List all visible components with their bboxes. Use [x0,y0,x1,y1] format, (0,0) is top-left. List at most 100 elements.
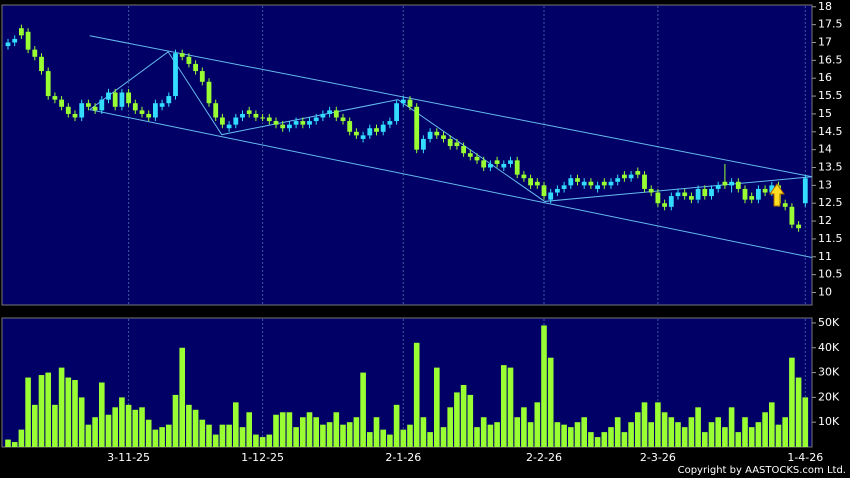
volume-bar [105,414,112,447]
x-tick-label: 2-2-26 [526,451,562,464]
volume-bar [588,432,594,447]
volume-bar [802,397,809,447]
volume-bar [212,434,219,447]
volume-bar [219,424,226,447]
volume-bar [735,432,742,447]
y-tick-label: 12 [818,214,832,227]
volume-bar [380,429,386,447]
candle-body [260,117,265,119]
volume-bar [460,384,467,447]
volume-bar [367,432,373,447]
y-tick-label: 11.5 [818,232,843,245]
volume-bar [614,417,621,447]
volume-bar [668,417,675,447]
candle-body [675,192,681,197]
candle-body [367,128,373,136]
volume-bar [313,417,319,447]
volume-bar [387,434,393,447]
volume-bar [501,365,507,447]
y-tick-label: 10 [818,286,832,299]
volume-bar [487,424,494,447]
volume-bar [186,404,192,447]
volume-bar [179,347,185,447]
candle-body [300,121,306,125]
candle-body [52,96,58,100]
volume-bar [762,412,768,447]
volume-bar [286,412,293,447]
candle-body [501,163,507,168]
y-tick-label: 10.5 [818,268,843,281]
candle-body [39,56,44,72]
volume-bar [172,394,179,447]
candle-body [622,174,627,179]
candle-body [474,156,480,161]
volume-bar [300,417,306,447]
volume-bar [641,402,648,447]
volume-bar [119,397,125,447]
y-tick-label: 16 [818,71,832,84]
volume-bar [152,429,159,447]
candle-body [742,188,748,200]
volume-bar [782,417,788,447]
volume-bar [72,380,78,447]
candle-body [394,103,399,122]
volume-bar [574,422,581,447]
volume-bar [608,427,614,447]
candle-body [615,178,621,182]
candle-body [347,121,353,132]
candle-body [601,181,607,186]
x-tick-label: 2-3-26 [640,451,676,464]
volume-bar [474,427,480,447]
volume-bar [112,407,118,447]
candle-body [173,53,178,97]
candle-body [722,181,728,186]
price-panel [1,4,813,306]
candle-body [709,188,714,197]
candle-body [65,106,71,114]
volume-bar [454,392,460,447]
volume-bar [206,424,212,447]
candle-body [735,181,741,189]
candle-body [293,121,299,125]
volume-bar [728,407,735,447]
volume-bar [78,397,85,447]
candle-body [568,178,574,186]
candle-body [400,99,406,104]
candle-body [421,138,426,150]
volume-bar [233,402,239,447]
candle-body [548,192,554,200]
volume-bar [340,424,346,447]
volume-bar [581,417,587,447]
x-tick-label: 2-1-26 [385,451,421,464]
candle-body [79,103,85,118]
volume-bar [139,407,145,447]
candle-body [193,63,198,72]
volume-bar [420,417,427,447]
candle-body [99,99,105,111]
candle-body [126,92,131,104]
volume-bar [715,417,721,447]
candle-body [782,203,788,207]
volume-bar [199,419,206,447]
candle-body [213,103,219,118]
candle-body [608,181,614,186]
y-tick-label: 40K [818,341,840,354]
volume-bar [132,409,139,447]
volume-bar [769,402,775,447]
candle-body [441,135,446,139]
volume-bar [279,412,286,447]
volume-bar [32,404,38,447]
candle-body [380,124,386,132]
candle-body [327,110,332,114]
candle-body [407,99,413,107]
volume-bar [393,404,400,447]
volume-bar [145,419,152,447]
candle-body [153,103,158,118]
y-tick-label: 18 [818,0,832,13]
trend-line [89,109,813,258]
candle-body [220,117,225,125]
volume-bar [554,422,561,447]
volume-bar [45,372,51,447]
